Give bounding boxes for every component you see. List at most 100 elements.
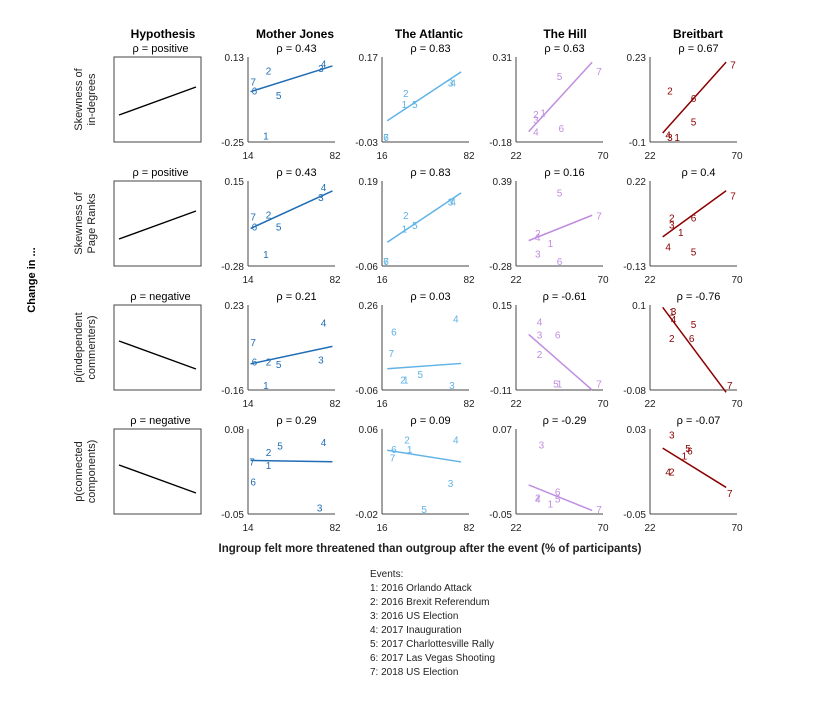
- data-point-label: 4: [665, 130, 671, 141]
- legend-item: 4: 2017 Inauguration: [370, 625, 462, 636]
- fit-line: [250, 190, 333, 230]
- y-tick-label: -0.06: [355, 386, 378, 397]
- data-point-label: 1: [540, 109, 546, 120]
- hypothesis-trend-line: [118, 86, 197, 116]
- data-point-label: 5: [557, 72, 563, 83]
- data-point-label: 4: [321, 318, 327, 329]
- y-tick-label: 0.31: [493, 53, 513, 64]
- fit-line: [528, 214, 593, 242]
- y-tick-label: -0.03: [355, 138, 378, 149]
- fit-line: [662, 190, 727, 238]
- fit-line: [250, 65, 333, 93]
- y-tick-label: -0.28: [221, 262, 244, 273]
- data-point-label: 5: [691, 117, 697, 128]
- data-point-label: 5: [276, 222, 282, 233]
- y-tick-label: -0.08: [623, 386, 646, 397]
- x-tick-label: 82: [329, 523, 341, 534]
- x-tick-label: 82: [329, 151, 341, 162]
- x-tick-label: 70: [731, 275, 743, 286]
- row-label: Skewness ofPage Ranks: [73, 191, 98, 254]
- hypothesis-label: ρ = negative: [130, 291, 190, 303]
- row-label-line: p(independent: [73, 312, 85, 382]
- data-point-label: 2: [266, 448, 272, 459]
- y-tick-label: 0.26: [359, 301, 379, 312]
- x-tick-label: 70: [597, 523, 609, 534]
- data-point-label: 1: [548, 239, 554, 250]
- rho-label: ρ = 0.4: [681, 167, 715, 179]
- data-point-label: 6: [555, 330, 561, 341]
- legend-item: 6: 2017 Las Vegas Shooting: [370, 653, 496, 664]
- x-tick-label: 14: [242, 151, 254, 162]
- column-title: The Hill: [543, 27, 586, 41]
- data-point-label: 4: [671, 315, 677, 326]
- y-tick-label: 0.23: [627, 53, 647, 64]
- data-point-label: 2: [669, 468, 675, 479]
- side-label: Change in ...: [26, 247, 38, 312]
- x-tick-label: 70: [597, 275, 609, 286]
- data-point-label: 7: [388, 349, 394, 360]
- data-point-label: 6: [557, 257, 563, 268]
- x-tick-label: 14: [242, 399, 254, 410]
- x-tick-label: 82: [329, 275, 341, 286]
- y-tick-label: 0.17: [359, 53, 379, 64]
- rho-label: ρ = -0.61: [543, 291, 587, 303]
- rho-label: ρ = 0.67: [678, 43, 718, 55]
- data-point-label: 4: [665, 468, 671, 479]
- data-point-label: 3: [318, 193, 324, 204]
- legend-item: 2: 2016 Brexit Referendum: [370, 597, 490, 608]
- data-point-label: 2: [403, 89, 409, 100]
- hypothesis-trend-line: [118, 210, 197, 240]
- data-point-label: 3: [317, 503, 323, 514]
- x-tick-label: 14: [242, 523, 254, 534]
- hypothesis-frame: [113, 180, 202, 267]
- fit-line: [250, 459, 333, 463]
- y-tick-label: 0.07: [493, 425, 513, 436]
- row-label-line: Skewness of: [73, 191, 85, 254]
- x-tick-label: 82: [463, 151, 475, 162]
- data-point-label: 1: [402, 225, 408, 236]
- events-legend: Events: 1: 2016 Orlando Attack 2: 2016 B…: [370, 568, 495, 680]
- fit-line: [528, 61, 593, 133]
- x-tick-label: 82: [329, 399, 341, 410]
- x-tick-label: 14: [242, 275, 254, 286]
- y-tick-label: 0.13: [225, 53, 245, 64]
- data-point-label: 7: [596, 505, 602, 516]
- row-label: p(connectedcomponents): [73, 440, 98, 504]
- column-title: Breitbart: [673, 27, 723, 41]
- data-point-label: 1: [407, 445, 413, 456]
- rho-label: ρ = -0.29: [543, 415, 587, 427]
- row-label-line: components): [86, 440, 98, 504]
- data-point-label: 4: [321, 60, 327, 71]
- x-tick-label: 82: [463, 399, 475, 410]
- y-tick-label: 0.08: [225, 425, 245, 436]
- x-tick-label: 70: [731, 151, 743, 162]
- data-point-label: 7: [596, 379, 602, 390]
- rho-label: ρ = 0.63: [544, 43, 584, 55]
- fit-line: [662, 306, 727, 393]
- hypothesis-trend-line: [118, 340, 197, 370]
- x-tick-label: 82: [463, 523, 475, 534]
- data-point-label: 7: [390, 454, 396, 465]
- data-point-label: 6: [555, 487, 561, 498]
- rho-label: ρ = 0.16: [544, 167, 584, 179]
- x-tick-label: 22: [644, 275, 656, 286]
- hypothesis-frame: [113, 56, 202, 143]
- data-point-label: 3: [318, 355, 324, 366]
- hypothesis-label: ρ = negative: [130, 415, 190, 427]
- rho-label: ρ = 0.83: [410, 167, 450, 179]
- data-point-label: 7: [730, 192, 736, 203]
- rho-label: ρ = -0.07: [677, 415, 721, 427]
- data-point-label: 3: [539, 441, 545, 452]
- x-tick-label: 22: [510, 399, 522, 410]
- data-point-label: 2: [667, 86, 673, 97]
- row-label: Skewness ofin-degrees: [73, 67, 98, 130]
- data-point-label: 4: [450, 79, 456, 90]
- legend-item: 5: 2017 Charlottesville Rally: [370, 639, 494, 650]
- rho-label: ρ = -0.76: [677, 291, 721, 303]
- y-tick-label: -0.06: [355, 262, 378, 273]
- fit-line: [662, 447, 727, 489]
- fit-line: [528, 333, 593, 391]
- data-point-label: 6: [691, 94, 697, 105]
- x-tick-label: 16: [376, 399, 388, 410]
